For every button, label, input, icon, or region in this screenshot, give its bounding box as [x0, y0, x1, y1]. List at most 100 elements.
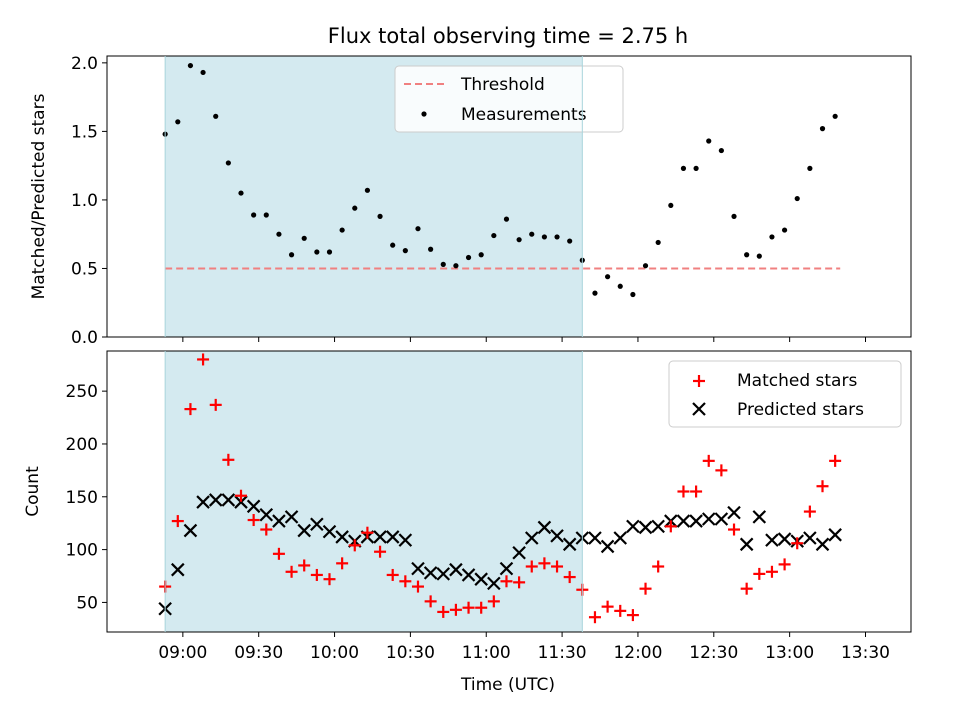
measurement-point: [731, 213, 737, 219]
matched-star-point: [538, 557, 551, 570]
x-tick-label: 10:00: [310, 643, 359, 663]
matched-star-point: [829, 454, 842, 467]
predicted-star-point: [335, 530, 349, 544]
top-y-tick-label: 0.5: [71, 259, 98, 279]
legend-matched-swatch: [693, 375, 705, 387]
measurement-point: [478, 252, 484, 258]
predicted-star-point: [373, 530, 387, 544]
matched-star-point: [677, 485, 690, 498]
predicted-star-point: [550, 529, 564, 543]
matched-star-point: [449, 603, 462, 616]
bottom-y-tick-label: 100: [66, 541, 98, 561]
predicted-star-point: [234, 495, 248, 509]
x-tick-label: 09:30: [234, 643, 283, 663]
matched-star-point: [310, 568, 323, 581]
top-y-tick-label: 1.5: [71, 122, 98, 142]
matched-star-point: [513, 576, 526, 589]
measurement-point: [238, 190, 244, 196]
predicted-star-point: [411, 561, 425, 576]
legend-predicted-label: Predicted stars: [737, 400, 864, 420]
bottom-legend-box: [668, 360, 902, 428]
matched-star-point: [626, 609, 639, 622]
measurement-point: [794, 195, 800, 202]
predicted-star-point: [297, 523, 311, 538]
measurement-point: [440, 261, 446, 267]
measurement-point: [655, 239, 661, 246]
predicted-star-point: [385, 530, 400, 544]
bottom-y-tick-label: 200: [66, 435, 98, 455]
x-axis-label: Time (UTC): [460, 675, 555, 695]
matched-star-point: [209, 398, 222, 411]
measurement-point: [200, 69, 206, 76]
predicted-star-point: [512, 545, 526, 560]
predicted-star-point: [449, 562, 463, 577]
measurement-point: [175, 119, 181, 125]
predicted-star-point: [626, 519, 640, 534]
matched-star-point: [614, 604, 627, 617]
matched-star-point: [639, 582, 652, 595]
predicted-star-point: [689, 514, 703, 528]
top-panel: 0.00.51.01.52.0 Matched/Predicted stars …: [29, 54, 912, 348]
matched-star-point: [601, 600, 614, 613]
legend-measurements-swatch: [421, 111, 427, 117]
predicted-star-point: [423, 566, 438, 580]
matched-star-point: [803, 505, 816, 518]
matched-star-point: [765, 565, 778, 578]
measurement-point: [744, 252, 750, 258]
matched-star-point: [386, 568, 399, 581]
top-y-ticks: 0.0 0.5 1.0 1.5 2.0: [71, 54, 107, 348]
predicted-star-point: [803, 531, 817, 545]
bottom-y-ticks: 50 100 150 200 250: [66, 382, 107, 613]
measurement-point: [187, 62, 194, 69]
legend-matched-label: Matched stars: [737, 371, 857, 391]
predicted-star-point: [208, 493, 223, 507]
predicted-star-point: [183, 523, 198, 538]
predicted-star-point: [613, 531, 628, 545]
top-x-ticks: [182, 337, 866, 342]
measurement-point: [516, 237, 522, 243]
bottom-panel: 50 100 150 200 250 09:00 09:30 10:00 10:30 11:00…: [23, 350, 912, 695]
matched-star-point: [235, 489, 247, 502]
predicted-star-point: [310, 517, 324, 532]
matched-star-point: [525, 560, 538, 573]
measurement-point: [377, 213, 383, 219]
measurement-point: [213, 113, 219, 119]
x-tick-label: 10:30: [386, 643, 435, 663]
bottom-y-tick-label: 150: [66, 488, 98, 508]
predicted-star-point: [828, 528, 842, 542]
measurement-point: [225, 160, 231, 166]
legend-measurements-label: Measurements: [461, 105, 587, 125]
measurement-point: [630, 291, 636, 298]
top-y-tick-label: 0.0: [71, 328, 98, 348]
measurement-point: [617, 283, 623, 289]
measurement-point: [301, 235, 307, 241]
matched-star-point: [462, 601, 475, 614]
measurement-point: [390, 242, 396, 248]
matched-star-point: [336, 557, 349, 570]
matched-star-point: [690, 485, 703, 498]
x-tick-label: 11:30: [538, 643, 587, 663]
matched-star-point: [298, 559, 311, 572]
predicted-star-point: [196, 495, 210, 509]
predicted-star-point: [524, 531, 539, 545]
count-points: [158, 353, 842, 624]
matched-star-point: [728, 523, 741, 536]
top-axes-frame: [106, 55, 912, 338]
matched-star-point: [551, 560, 564, 573]
measurement-point: [529, 231, 535, 237]
measurement-point: [756, 253, 762, 259]
x-tick-label: 13:30: [841, 643, 890, 663]
x-tick-label: 12:00: [613, 643, 662, 663]
measurement-point: [453, 263, 459, 269]
matched-star-point: [222, 453, 235, 466]
predicted-star-point: [562, 537, 577, 552]
matched-star-point: [348, 539, 361, 552]
top-y-axis-label: Matched/Predicted stars: [29, 93, 49, 299]
predicted-star-point: [765, 533, 779, 547]
matched-star-point: [171, 515, 184, 528]
x-tick-label: 11:00: [462, 643, 511, 663]
x-tick-label: 13:00: [765, 643, 814, 663]
measurement-point: [807, 165, 813, 171]
matched-star-point: [563, 571, 576, 584]
